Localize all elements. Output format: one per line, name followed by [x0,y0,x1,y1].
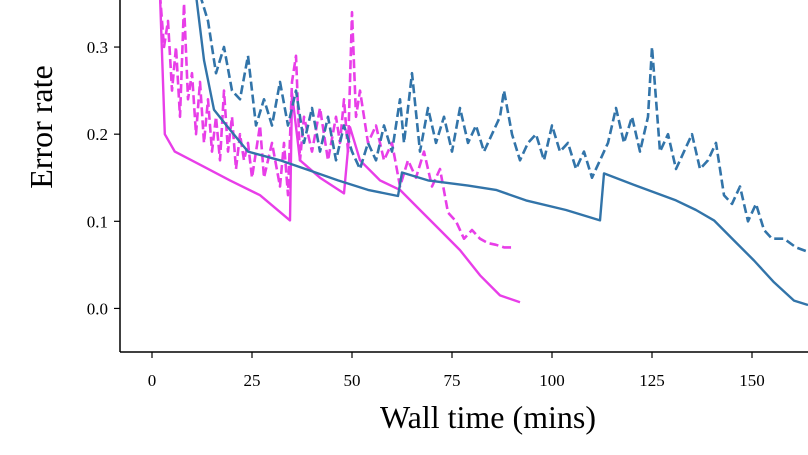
x-axis-label: Wall time (mins) [380,399,596,435]
y-ticks: 0.0 0.1 0.2 0.3 [87,38,120,318]
y-tick-label: 0.1 [87,212,108,231]
y-tick-label: 0.0 [87,299,108,318]
x-tick-label: 75 [444,371,461,390]
series-line-2-solid [195,0,808,307]
x-tick-label: 100 [539,371,565,390]
series-line-0-solid [158,0,521,304]
series-group [158,0,808,307]
series-line-1-dashed [159,0,512,249]
x-tick-label: 50 [344,371,361,390]
x-tick-label: 25 [244,371,261,390]
x-tick-label: 0 [148,371,157,390]
y-axis-label: Error rate [23,65,59,188]
x-tick-label: 150 [739,371,765,390]
x-ticks: 0 25 50 75 100 125 150 [148,352,765,390]
y-tick-label: 0.2 [87,125,108,144]
y-tick-label: 0.3 [87,38,108,57]
x-tick-label: 125 [639,371,665,390]
